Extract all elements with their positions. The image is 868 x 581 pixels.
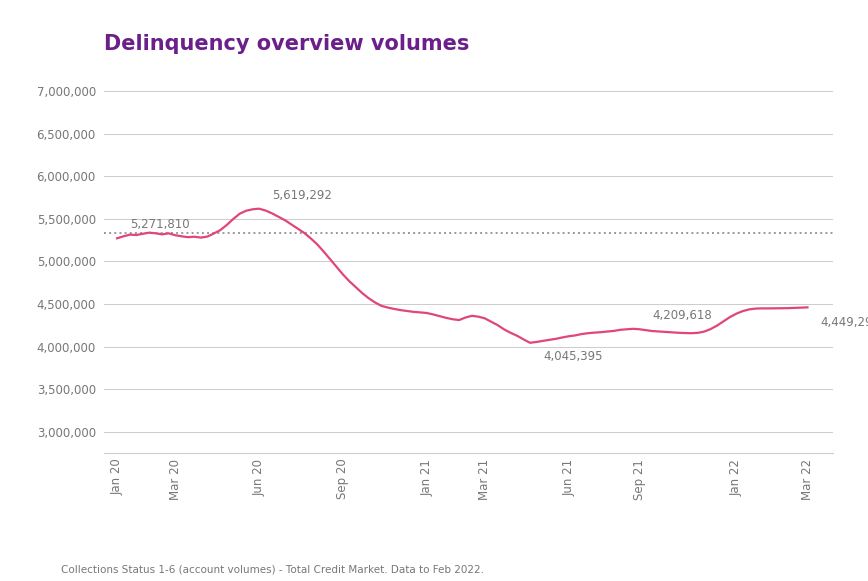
Text: Collections Status 1-6 (account volumes) - Total Credit Market. Data to Feb 2022: Collections Status 1-6 (account volumes)…	[61, 564, 483, 574]
Text: 5,271,810: 5,271,810	[130, 218, 189, 231]
Text: 4,449,299: 4,449,299	[820, 316, 868, 329]
Text: 4,045,395: 4,045,395	[542, 350, 602, 363]
Text: Delinquency overview volumes: Delinquency overview volumes	[104, 34, 470, 54]
Text: 4,209,618: 4,209,618	[653, 309, 713, 322]
Text: 5,619,292: 5,619,292	[272, 189, 332, 202]
